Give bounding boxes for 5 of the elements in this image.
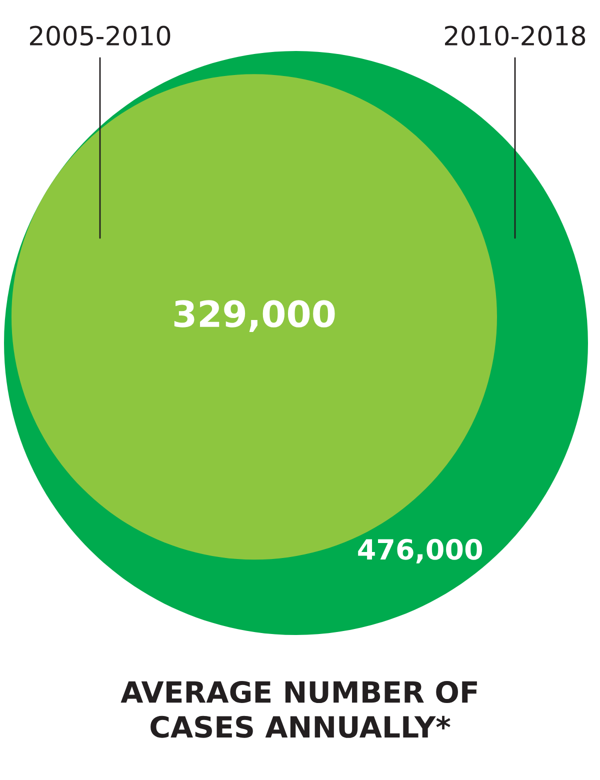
category-label: 2005-2010	[30, 26, 170, 46]
text: AVERAGE NUMBER OF CASES ANNUALLY*	[120, 680, 477, 738]
data-label: 476,000	[358, 538, 482, 564]
data-label: 329,000	[174, 300, 335, 332]
category-label: 2010-2018	[445, 26, 586, 46]
